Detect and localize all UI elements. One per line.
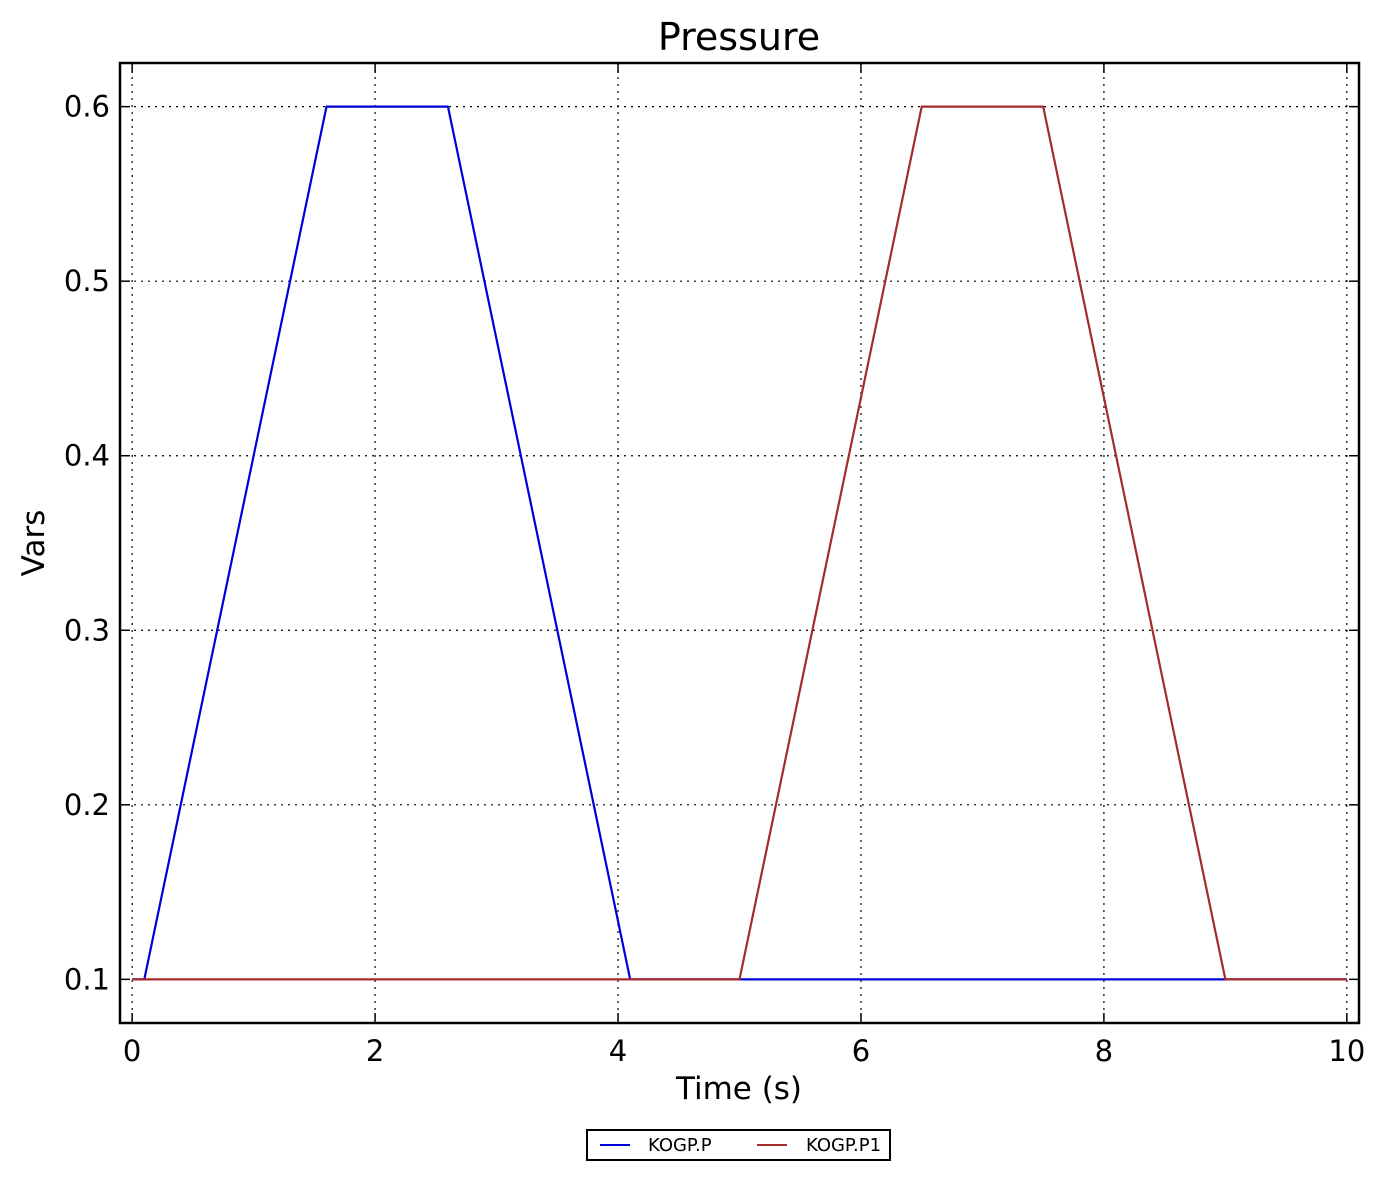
x-tick-label: 6: [852, 1034, 870, 1068]
x-axis-label: Time (s): [675, 1071, 802, 1107]
chart-title: Pressure: [658, 15, 820, 59]
y-tick-label: 0.1: [64, 962, 110, 996]
series-line-kogp-p1: [132, 105, 1347, 981]
legend-frame: [586, 1129, 891, 1161]
grid-layer: [120, 63, 1359, 1023]
plot-frame: [118, 61, 1361, 1025]
legend-label-kogp-p1: KOGP.P1: [806, 1135, 881, 1156]
series-layer: [132, 105, 1347, 981]
series-line-kogp-p: [132, 105, 1347, 981]
tick-layer: 0 2 4 6 8 10 0.1 0.2 0.3 0.4 0.5 0.6: [64, 63, 1365, 1068]
legend-label-kogp-p: KOGP.P: [648, 1135, 712, 1156]
y-axis-label: Vars: [16, 510, 52, 577]
y-tick-label: 0.2: [64, 788, 110, 822]
y-tick-label: 0.4: [64, 439, 110, 473]
y-tick-label: 0.5: [64, 264, 110, 298]
x-tick-label: 0: [123, 1034, 141, 1068]
x-tick-label: 10: [1328, 1034, 1365, 1068]
x-tick-label: 4: [609, 1034, 627, 1068]
x-tick-label: 2: [366, 1034, 384, 1068]
legend: KOGP.P KOGP.P1: [586, 1129, 891, 1161]
y-tick-label: 0.6: [64, 90, 110, 124]
y-tick-label: 0.3: [64, 613, 110, 647]
x-tick-label: 8: [1095, 1034, 1113, 1068]
